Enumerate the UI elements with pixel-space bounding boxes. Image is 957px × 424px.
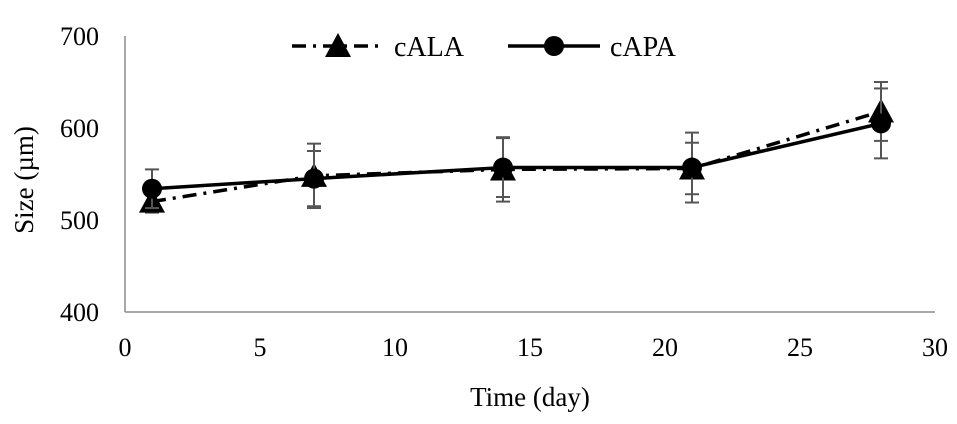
legend: cALA cAPA xyxy=(292,32,677,63)
x-tick-label: 30 xyxy=(922,333,948,362)
legend-cala-marker xyxy=(325,33,351,58)
y-axis-title: Size (µm) xyxy=(9,126,39,234)
cala-line xyxy=(151,109,882,204)
x-ticks: 0 5 10 15 20 25 30 xyxy=(119,333,949,362)
x-tick-label: 15 xyxy=(517,333,543,362)
x-axis-title: Time (day) xyxy=(470,382,590,412)
legend-cala-label: cALA xyxy=(394,32,465,63)
capa-line xyxy=(151,121,882,191)
x-tick-label: 20 xyxy=(652,333,678,362)
y-tick-label: 400 xyxy=(60,298,99,327)
capa-point xyxy=(142,178,162,199)
series-capa xyxy=(142,87,891,210)
x-tick-label: 25 xyxy=(787,333,813,362)
capa-point xyxy=(871,113,891,134)
y-tick-label: 700 xyxy=(60,22,99,51)
series-layer xyxy=(139,81,894,214)
legend-capa-marker xyxy=(544,36,564,56)
x-tick-label: 0 xyxy=(119,333,132,362)
capa-point xyxy=(493,157,513,178)
x-tick-label: 10 xyxy=(382,333,408,362)
axes xyxy=(124,36,935,313)
x-tick-label: 5 xyxy=(254,333,267,362)
y-ticks: 400 500 600 700 xyxy=(60,22,99,327)
capa-point xyxy=(682,157,702,178)
y-tick-label: 500 xyxy=(60,206,99,235)
legend-capa-label: cAPA xyxy=(610,32,677,63)
y-tick-label: 600 xyxy=(60,114,99,143)
capa-point xyxy=(304,168,324,189)
